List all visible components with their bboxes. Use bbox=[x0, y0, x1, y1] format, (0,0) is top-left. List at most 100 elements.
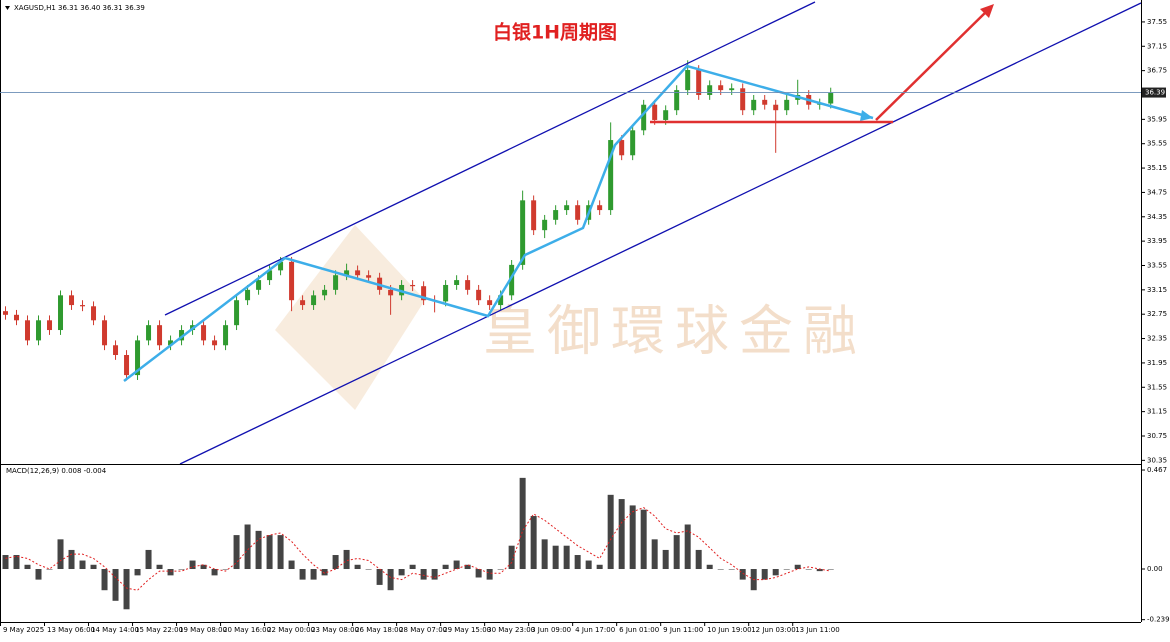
signal-line bbox=[5, 506, 831, 591]
macd-bar bbox=[90, 564, 97, 570]
y-tick-label: 37.15 bbox=[1147, 42, 1167, 50]
candle-body bbox=[597, 205, 603, 211]
macd-bar bbox=[24, 564, 31, 570]
candle-body bbox=[267, 270, 273, 281]
y-tick-label: 32.75 bbox=[1147, 310, 1167, 318]
candle-body bbox=[223, 325, 229, 346]
x-tick-label: 26 May 18:00 bbox=[355, 626, 403, 634]
macd-bar bbox=[134, 569, 141, 576]
candle-body bbox=[652, 104, 658, 120]
candle-body bbox=[498, 295, 504, 306]
candle-body bbox=[366, 275, 372, 278]
x-tick-label: 4 Jun 17:00 bbox=[575, 626, 615, 634]
candle-body bbox=[685, 70, 691, 91]
candle-body bbox=[344, 270, 350, 276]
candle-body bbox=[256, 280, 262, 290]
macd-bar bbox=[354, 564, 361, 570]
macd-bar bbox=[816, 569, 823, 572]
macd-bar bbox=[541, 539, 548, 570]
menu-icon bbox=[5, 6, 10, 10]
x-tick-label: 22 May 00:00 bbox=[267, 626, 315, 634]
candle-body bbox=[124, 355, 130, 376]
candle-body bbox=[553, 210, 559, 220]
x-tick-label: 13 May 06:00 bbox=[47, 626, 95, 634]
macd-bar bbox=[805, 569, 812, 570]
x-tick-label: 20 May 16:00 bbox=[223, 626, 271, 634]
watermark-logo bbox=[275, 225, 425, 410]
macd-bar bbox=[772, 569, 779, 576]
watermark: 皇御環球金融 bbox=[483, 300, 867, 363]
macd-bar bbox=[244, 524, 251, 570]
macd-bar bbox=[46, 569, 53, 570]
candle-body bbox=[608, 140, 614, 211]
y-tick-label: 30.35 bbox=[1147, 456, 1167, 464]
candle-body bbox=[146, 325, 152, 341]
candle-body bbox=[388, 289, 394, 296]
y-tick-label: 33.15 bbox=[1147, 286, 1167, 294]
y-tick-label: 0.00 bbox=[1147, 565, 1163, 573]
macd-bar bbox=[596, 564, 603, 570]
macd-bar bbox=[552, 545, 559, 570]
x-tick-label: 3 Jun 09:00 bbox=[531, 626, 571, 634]
macd-bar bbox=[321, 569, 328, 576]
candle-body bbox=[476, 289, 482, 301]
x-tick-label: 9 Jun 11:00 bbox=[663, 626, 703, 634]
candle-body bbox=[674, 90, 680, 111]
candle-body bbox=[102, 320, 108, 346]
macd-bar bbox=[365, 569, 372, 570]
y-tick-label: 31.95 bbox=[1147, 359, 1167, 367]
macd-bar bbox=[431, 569, 438, 580]
macd-bar bbox=[299, 569, 306, 580]
macd-bar bbox=[607, 494, 614, 570]
candle-body bbox=[201, 325, 207, 341]
macd-bar bbox=[827, 569, 834, 570]
candle-body bbox=[630, 130, 636, 156]
candle-body bbox=[168, 340, 174, 346]
candle-body bbox=[762, 99, 768, 105]
candle-body bbox=[135, 340, 141, 376]
macd-bar bbox=[651, 539, 658, 570]
y-tick-label: 30.75 bbox=[1147, 432, 1167, 440]
macd-bar bbox=[695, 549, 702, 570]
macd-bar bbox=[35, 569, 42, 580]
x-tick-label: 28 May 07:00 bbox=[399, 626, 447, 634]
candle-body bbox=[355, 270, 361, 276]
x-tick-label: 30 May 23:00 bbox=[487, 626, 535, 634]
macd-bar bbox=[233, 535, 240, 570]
arrow-head bbox=[860, 110, 873, 121]
arrow-head bbox=[980, 4, 994, 18]
macd-bar bbox=[486, 569, 493, 580]
candle-body bbox=[828, 92, 834, 104]
macd-bar bbox=[728, 569, 735, 570]
macd-bar bbox=[332, 555, 339, 570]
candle-body bbox=[575, 205, 581, 220]
wave-path bbox=[123, 64, 874, 382]
candle-body bbox=[333, 275, 339, 290]
candle-body bbox=[47, 320, 53, 331]
macd-bar bbox=[398, 569, 405, 576]
macd-bar bbox=[167, 569, 174, 576]
macd-bar bbox=[200, 564, 207, 570]
candle-body bbox=[707, 85, 713, 95]
x-tick-label: 14 May 14:00 bbox=[91, 626, 139, 634]
macd-bar bbox=[717, 569, 724, 570]
candle-body bbox=[69, 295, 75, 306]
candle-body bbox=[14, 314, 20, 321]
candle-body bbox=[729, 88, 735, 91]
candle-body bbox=[25, 320, 31, 341]
x-tick-label: 23 May 08:00 bbox=[311, 626, 359, 634]
macd-bar bbox=[794, 564, 801, 570]
candle-body bbox=[784, 99, 790, 111]
y-tick-label: 37.55 bbox=[1147, 18, 1167, 26]
channel-upper bbox=[164, 1, 816, 316]
macd-bar bbox=[673, 535, 680, 570]
x-tick-label: 15 May 22:00 bbox=[135, 626, 183, 634]
candle-body bbox=[740, 88, 746, 111]
candle-body bbox=[696, 70, 702, 95]
macd-bar bbox=[68, 549, 75, 570]
macd-bar bbox=[508, 545, 515, 570]
candle-body bbox=[58, 295, 64, 331]
macd-bar bbox=[519, 477, 526, 570]
macd-bar bbox=[475, 569, 482, 578]
macd-bar bbox=[310, 569, 317, 580]
